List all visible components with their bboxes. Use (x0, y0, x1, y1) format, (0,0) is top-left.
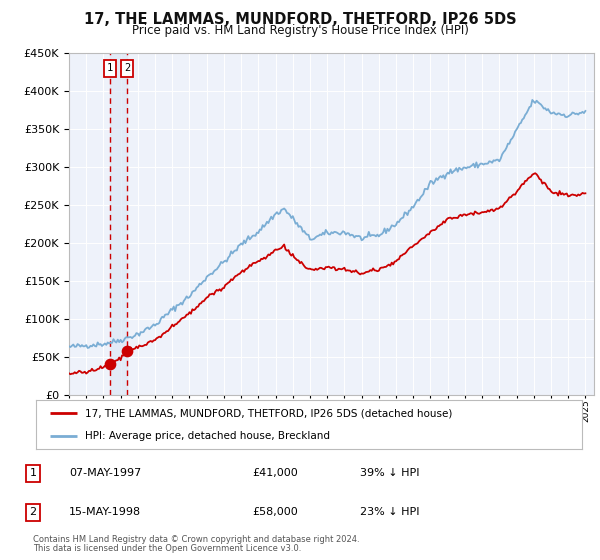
Point (105, 359, 115, 368)
Text: 39% ↓ HPI: 39% ↓ HPI (360, 468, 419, 478)
Text: 17, THE LAMMAS, MUNDFORD, THETFORD, IP26 5DS (detached house): 17, THE LAMMAS, MUNDFORD, THETFORD, IP26… (85, 408, 452, 418)
Text: 1: 1 (29, 468, 37, 478)
Text: Price paid vs. HM Land Registry's House Price Index (HPI): Price paid vs. HM Land Registry's House … (131, 24, 469, 37)
Text: 17, THE LAMMAS, MUNDFORD, THETFORD, IP26 5DS: 17, THE LAMMAS, MUNDFORD, THETFORD, IP26… (83, 12, 517, 27)
Bar (110, 53, 127, 395)
Text: HPI: Average price, detached house, Breckland: HPI: Average price, detached house, Brec… (85, 431, 330, 441)
Text: £58,000: £58,000 (252, 507, 298, 517)
Text: 2: 2 (29, 507, 37, 517)
Text: 15-MAY-1998: 15-MAY-1998 (69, 507, 141, 517)
Text: 07-MAY-1997: 07-MAY-1997 (69, 468, 141, 478)
Text: £41,000: £41,000 (252, 468, 298, 478)
Text: 1: 1 (107, 63, 113, 73)
Text: 2: 2 (124, 63, 130, 73)
Text: This data is licensed under the Open Government Licence v3.0.: This data is licensed under the Open Gov… (33, 544, 301, 553)
Text: 23% ↓ HPI: 23% ↓ HPI (360, 507, 419, 517)
Text: Contains HM Land Registry data © Crown copyright and database right 2024.: Contains HM Land Registry data © Crown c… (33, 535, 359, 544)
Point (122, 346, 132, 355)
